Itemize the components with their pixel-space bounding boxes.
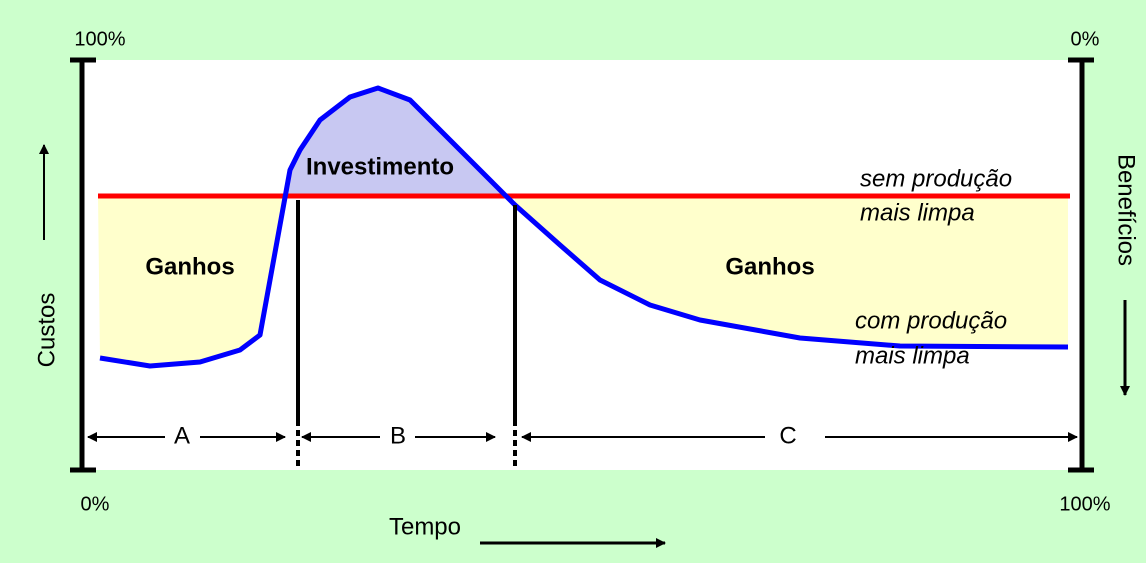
phase-label: C [779,422,796,449]
separators [296,200,517,470]
axis-label: Custos [33,293,60,368]
phase-label: B [390,422,406,449]
annotation: com produção [855,307,1007,334]
annotation: mais limpa [860,199,975,226]
axis-end-label: 0% [1071,28,1100,50]
axis-label: Benefícios [1113,154,1140,266]
phase-label: A [174,422,190,449]
axis-end-label: 0% [81,493,110,515]
investment-area [288,88,505,196]
gain-label: Ganhos [145,253,234,280]
cost-curve [99,85,1069,369]
annotation: sem produção [860,165,1012,192]
gain-label: Ganhos [725,253,814,280]
gain-area [515,196,1068,347]
axis-end-label: 100% [1059,493,1110,515]
axis-end-label: 100% [74,28,125,50]
annotation: mais limpa [855,342,970,369]
axis-label: Tempo [389,513,461,540]
axes [70,57,1094,473]
investment-label: Investimento [306,153,454,180]
gain-area [98,196,288,366]
